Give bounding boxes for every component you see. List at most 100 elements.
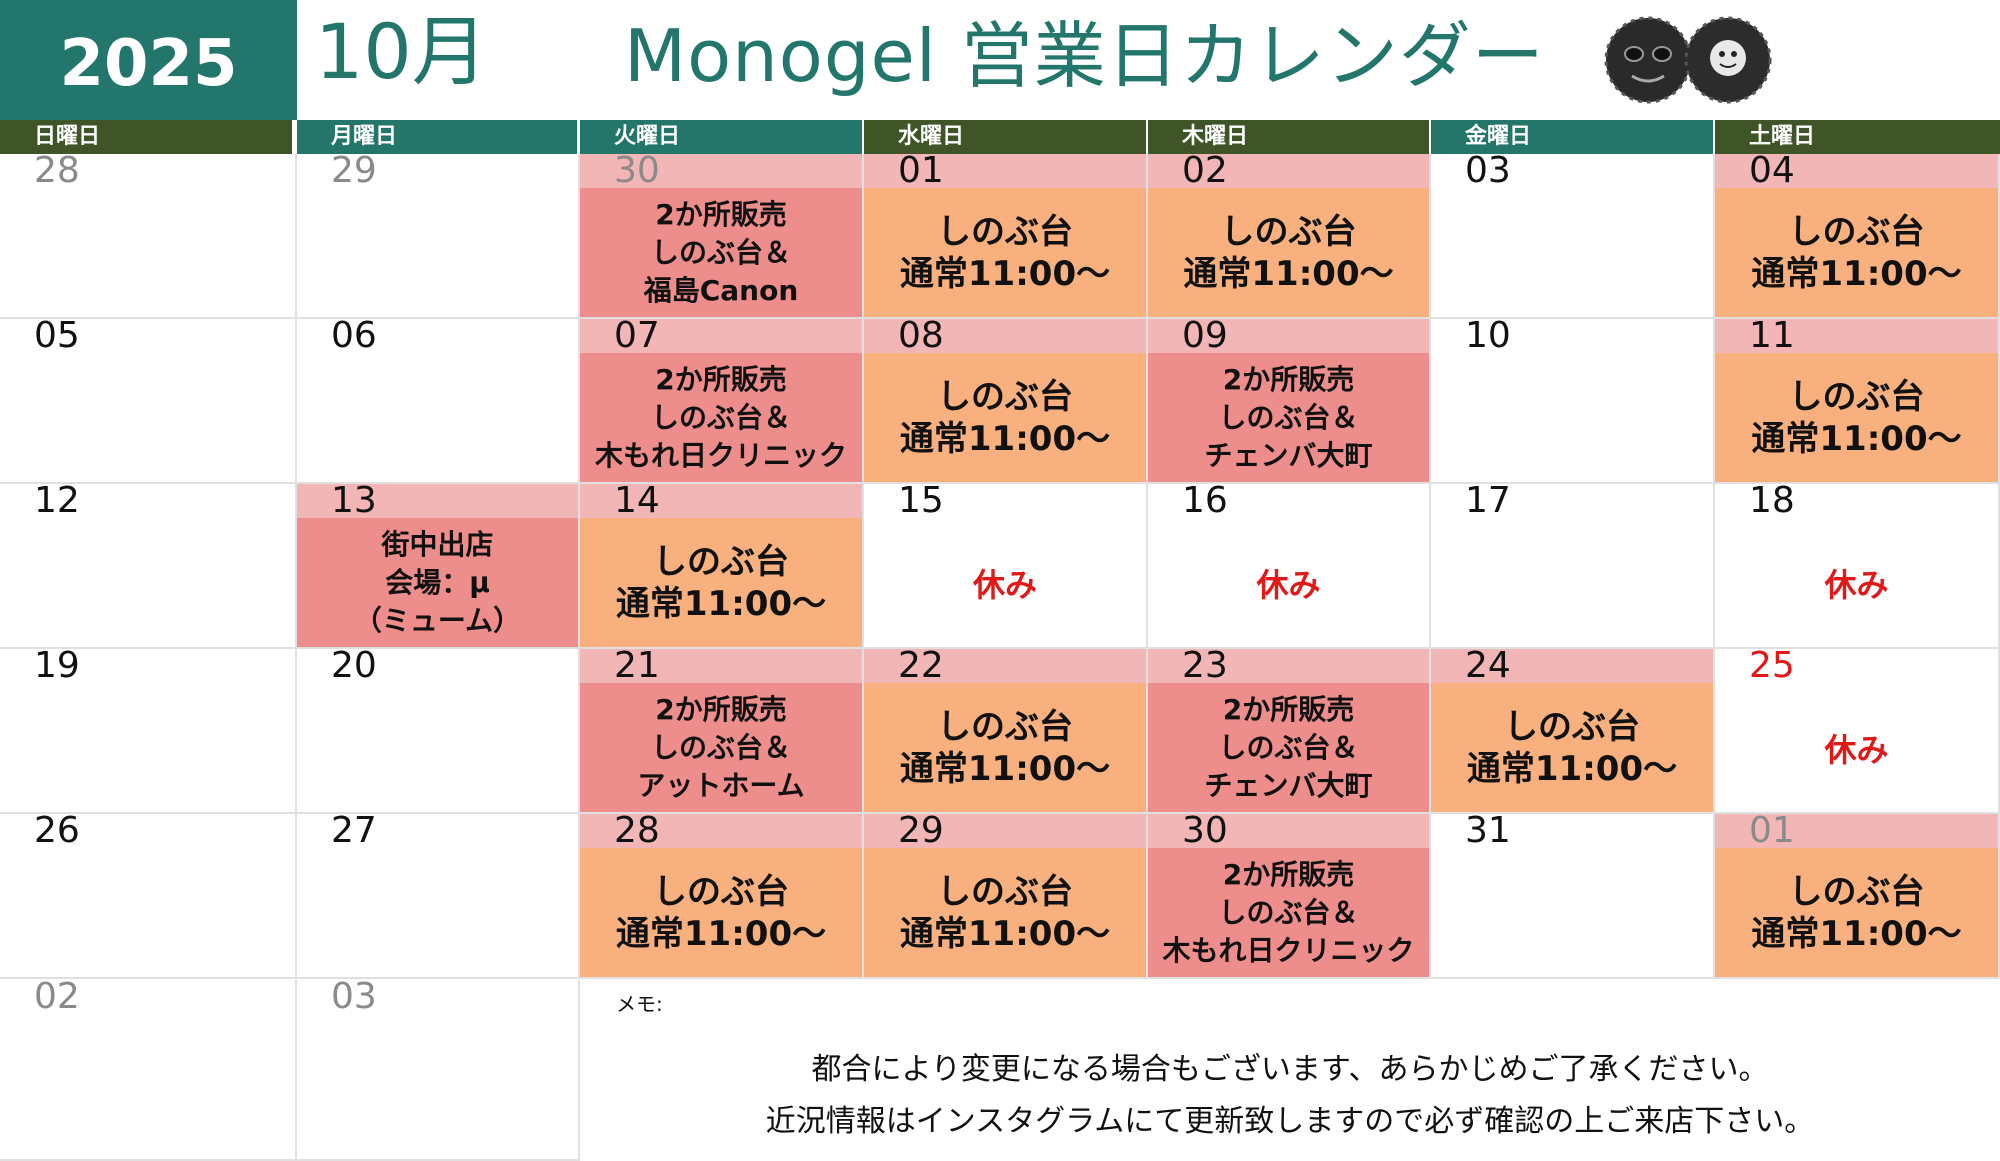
day-cell: 23 2か所販売 しのぶ台＆ チェンバ大町 xyxy=(1148,648,1431,814)
weekday-header: 木曜日 xyxy=(1148,120,1429,154)
event-block: 2か所販売 しのぶ台＆ チェンバ大町 xyxy=(1148,683,1429,812)
event-block: しのぶ台 通常11:00〜 xyxy=(1715,848,1998,977)
day-cell: 17 xyxy=(1431,480,1715,649)
day-number: 24 xyxy=(1431,648,1713,684)
memo-line: 近況情報はインスタグラムにて更新致しますので必ず確認の上ご来店下さい。 xyxy=(765,1104,1815,1139)
day-cell: 16 休み xyxy=(1148,480,1431,649)
day-number: 02 xyxy=(1148,153,1429,189)
closed-day-note: 休み xyxy=(1148,518,1429,647)
event-line: 2か所販売 xyxy=(1222,692,1355,726)
event-line: 通常11:00〜 xyxy=(1751,913,1962,954)
day-cell: 15 休み xyxy=(864,483,1148,649)
event-line: しのぶ台 xyxy=(937,871,1073,912)
day-number: 21 xyxy=(580,648,862,684)
event-line: 会場：μ xyxy=(385,565,490,599)
day-cell: 29 xyxy=(297,150,580,319)
event-line: 休み xyxy=(1824,730,1889,769)
day-number: 25 xyxy=(1749,645,1795,686)
day-cell: 10 xyxy=(1431,315,1715,484)
weekday-header: 火曜日 xyxy=(580,120,862,154)
day-number: 03 xyxy=(1465,150,1511,191)
weekday-header: 日曜日 xyxy=(0,120,292,154)
event-line: アットホーム xyxy=(637,768,805,802)
event-line: 木もれ日クリニック xyxy=(594,438,847,472)
event-line: 2か所販売 xyxy=(655,692,787,726)
event-line: しのぶ台＆ xyxy=(1218,400,1359,434)
event-line: 2か所販売 xyxy=(655,197,787,231)
event-line: 通常11:00〜 xyxy=(899,913,1111,954)
memo-section: メモ: 都合により変更になる場合もございます、あらかじめご了承ください。 近況情… xyxy=(580,982,2000,1161)
day-number: 07 xyxy=(580,318,862,354)
shop-logo-icon xyxy=(1604,16,1772,104)
day-number: 19 xyxy=(34,645,80,686)
event-line: 通常11:00〜 xyxy=(615,583,827,624)
day-number: 29 xyxy=(331,150,377,191)
event-line: 休み xyxy=(1824,565,1889,604)
event-line: 2か所販売 xyxy=(1222,362,1355,396)
day-number: 28 xyxy=(34,150,80,191)
day-number: 20 xyxy=(331,645,377,686)
event-block: しのぶ台 通常11:00〜 xyxy=(1715,188,1998,317)
event-block: しのぶ台 通常11:00〜 xyxy=(864,848,1146,977)
event-line: しのぶ台 xyxy=(1504,706,1640,747)
day-cell: 05 xyxy=(0,315,297,484)
day-cell: 07 2か所販売 しのぶ台＆ 木もれ日クリニック xyxy=(580,318,864,484)
day-number: 10 xyxy=(1465,315,1511,356)
event-line: 通常11:00〜 xyxy=(1466,748,1678,789)
day-number: 16 xyxy=(1182,480,1228,521)
event-line: 通常11:00〜 xyxy=(615,913,827,954)
day-cell: 11 しのぶ台 通常11:00〜 xyxy=(1715,318,2000,484)
event-line: 通常11:00〜 xyxy=(899,253,1111,294)
day-cell: 19 xyxy=(0,645,297,814)
closed-day-note: 休み xyxy=(864,518,1146,647)
day-cell: 04 しのぶ台 通常11:00〜 xyxy=(1715,153,2000,319)
event-line: 2か所販売 xyxy=(1222,857,1355,891)
day-cell: 30 2か所販売 しのぶ台＆ 木もれ日クリニック xyxy=(1148,813,1431,979)
event-block: しのぶ台 通常11:00〜 xyxy=(864,683,1146,812)
event-line: しのぶ台 xyxy=(653,541,789,582)
event-line: しのぶ台＆ xyxy=(1218,895,1359,929)
day-cell: 29 しのぶ台 通常11:00〜 xyxy=(864,813,1148,979)
day-number: 01 xyxy=(864,153,1146,189)
day-number: 09 xyxy=(1148,318,1429,354)
event-line: チェンバ大町 xyxy=(1204,768,1373,802)
event-line: 木もれ日クリニック xyxy=(1162,933,1415,967)
memo-label: メモ: xyxy=(616,992,663,1016)
day-number: 01 xyxy=(1715,813,1998,849)
day-cell: 31 xyxy=(1431,810,1715,979)
day-number: 31 xyxy=(1465,810,1511,851)
event-line: 通常11:00〜 xyxy=(899,418,1111,459)
event-block: しのぶ台 通常11:00〜 xyxy=(580,848,862,977)
event-line: （ミューム） xyxy=(353,603,522,637)
day-cell: 08 しのぶ台 通常11:00〜 xyxy=(864,318,1148,484)
day-cell: 14 しのぶ台 通常11:00〜 xyxy=(580,483,864,649)
day-number: 29 xyxy=(864,813,1146,849)
event-line: しのぶ台＆ xyxy=(650,235,791,269)
event-line: しのぶ台 xyxy=(937,376,1073,417)
day-cell: 20 xyxy=(297,645,580,814)
event-line: しのぶ台 xyxy=(653,871,789,912)
weekday-header: 金曜日 xyxy=(1431,120,1713,154)
day-number: 02 xyxy=(34,976,80,1017)
event-line: 通常11:00〜 xyxy=(1751,253,1962,294)
day-cell: 02 しのぶ台 通常11:00〜 xyxy=(1148,153,1431,319)
event-block: 2か所販売 しのぶ台＆ 福島Canon xyxy=(580,188,862,317)
day-number: 12 xyxy=(34,480,80,521)
event-line: 街中出店 xyxy=(381,527,494,561)
event-block: 2か所販売 しのぶ台＆ アットホーム xyxy=(580,683,862,812)
day-number: 17 xyxy=(1465,480,1511,521)
event-line: しのぶ台 xyxy=(1220,211,1357,252)
day-cell: 26 xyxy=(0,813,297,979)
event-line: 通常11:00〜 xyxy=(1751,418,1962,459)
event-line: しのぶ台 xyxy=(937,706,1073,747)
event-line: 休み xyxy=(972,565,1037,604)
event-block: 2か所販売 しのぶ台＆ 木もれ日クリニック xyxy=(580,353,862,482)
event-line: 休み xyxy=(1256,565,1321,604)
day-cell: 12 xyxy=(0,480,297,649)
day-cell: 01 しのぶ台 通常11:00〜 xyxy=(1715,813,2000,979)
event-block: しのぶ台 通常11:00〜 xyxy=(864,188,1146,317)
event-block: 2か所販売しのぶ台＆ 木もれ日クリニック xyxy=(1148,848,1429,977)
day-number: 05 xyxy=(34,315,80,356)
event-line: しのぶ台 xyxy=(1788,376,1925,417)
